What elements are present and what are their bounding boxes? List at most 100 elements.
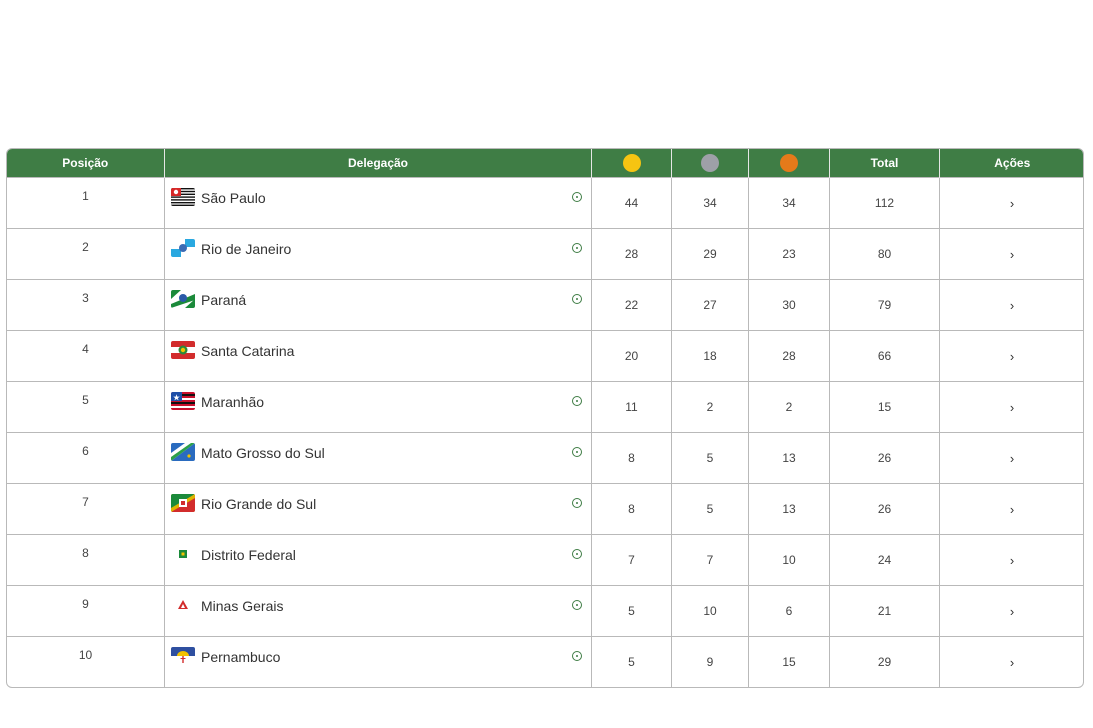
position-cell: 7	[7, 483, 165, 535]
silver-count: 10	[671, 585, 749, 637]
actions-cell[interactable]: ›	[939, 432, 1083, 484]
chevron-right-icon[interactable]: ›	[1009, 399, 1015, 415]
header-total[interactable]: Total	[829, 149, 940, 178]
chevron-right-icon[interactable]: ›	[1009, 501, 1015, 517]
table-row[interactable]: 8 Distrito Federal 7 7 10 24 ›	[7, 534, 1083, 586]
actions-cell[interactable]: ›	[939, 534, 1083, 586]
header-silver[interactable]	[671, 149, 749, 178]
table-row[interactable]: 2 Rio de Janeiro 28 29 23 80 ›	[7, 228, 1083, 280]
info-circle-icon[interactable]	[572, 294, 582, 304]
table-row[interactable]: 1 São Paulo 44 34 34 112 ›	[7, 177, 1083, 229]
total-count: 80	[829, 228, 940, 280]
position-cell: 9	[7, 585, 165, 637]
info-circle-icon[interactable]	[572, 396, 582, 406]
actions-cell[interactable]: ›	[939, 636, 1083, 687]
total-count: 29	[829, 636, 940, 687]
info-circle-icon[interactable]	[572, 549, 582, 559]
gold-count: 44	[591, 177, 672, 229]
position-cell: 5	[7, 381, 165, 433]
state-flag-icon	[171, 545, 195, 563]
delegation-name: Minas Gerais	[201, 598, 284, 614]
chevron-right-icon[interactable]: ›	[1009, 195, 1015, 211]
silver-count: 27	[671, 279, 749, 331]
delegation-name: Rio de Janeiro	[201, 241, 292, 257]
chevron-right-icon[interactable]: ›	[1009, 297, 1015, 313]
header-delegation[interactable]: Delegação	[164, 149, 592, 178]
gold-count: 20	[591, 330, 672, 382]
actions-cell[interactable]: ›	[939, 585, 1083, 637]
delegation-cell[interactable]: Mato Grosso do Sul	[164, 432, 592, 484]
delegation-name: Maranhão	[201, 394, 265, 410]
info-circle-icon[interactable]	[572, 243, 582, 253]
medal-table-container: Posição Delegação Total Ações 1 São Paulo…	[6, 148, 1084, 688]
info-circle-icon[interactable]	[572, 192, 582, 202]
table-row[interactable]: 4 Santa Catarina 20 18 28 66 ›	[7, 330, 1083, 382]
header-gold[interactable]	[591, 149, 672, 178]
info-circle-icon[interactable]	[572, 651, 582, 661]
bronze-count: 28	[748, 330, 830, 382]
table-row[interactable]: 9 Minas Gerais 5 10 6 21 ›	[7, 585, 1083, 637]
position-cell: 6	[7, 432, 165, 484]
table-row[interactable]: 3 Paraná 22 27 30 79 ›	[7, 279, 1083, 331]
table-row[interactable]: 6 Mato Grosso do Sul 8 5 13 26 ›	[7, 432, 1083, 484]
bronze-medal-icon	[780, 153, 798, 172]
delegation-cell[interactable]: Paraná	[164, 279, 592, 331]
actions-cell[interactable]: ›	[939, 228, 1083, 280]
table-row[interactable]: 5 Maranhão 11 2 2 15 ›	[7, 381, 1083, 433]
total-count: 26	[829, 432, 940, 484]
bronze-count: 13	[748, 483, 830, 535]
delegation-cell[interactable]: Rio Grande do Sul	[164, 483, 592, 535]
bronze-count: 34	[748, 177, 830, 229]
delegation-name: Mato Grosso do Sul	[201, 445, 325, 461]
delegation-name: São Paulo	[201, 190, 266, 206]
info-circle-icon[interactable]	[572, 600, 582, 610]
actions-cell[interactable]: ›	[939, 381, 1083, 433]
delegation-cell[interactable]: Santa Catarina	[164, 330, 592, 382]
silver-count: 2	[671, 381, 749, 433]
chevron-right-icon[interactable]: ›	[1009, 450, 1015, 466]
chevron-right-icon[interactable]: ›	[1009, 552, 1015, 568]
info-circle-icon[interactable]	[572, 498, 582, 508]
total-count: 24	[829, 534, 940, 586]
position-cell: 10	[7, 636, 165, 687]
state-flag-icon	[171, 392, 195, 410]
delegation-cell[interactable]: Maranhão	[164, 381, 592, 433]
header-actions: Ações	[939, 149, 1083, 178]
silver-count: 5	[671, 432, 749, 484]
chevron-right-icon[interactable]: ›	[1009, 654, 1015, 670]
gold-count: 8	[591, 432, 672, 484]
state-flag-icon	[171, 647, 195, 665]
chevron-right-icon[interactable]: ›	[1009, 246, 1015, 262]
table-row[interactable]: 10 Pernambuco 5 9 15 29 ›	[7, 636, 1083, 687]
total-count: 79	[829, 279, 940, 331]
gold-count: 8	[591, 483, 672, 535]
gold-medal-icon	[622, 153, 641, 172]
actions-cell[interactable]: ›	[939, 483, 1083, 535]
header-bronze[interactable]	[748, 149, 830, 178]
gold-count: 7	[591, 534, 672, 586]
delegation-name: Rio Grande do Sul	[201, 496, 317, 512]
delegation-cell[interactable]: Rio de Janeiro	[164, 228, 592, 280]
table-body: 1 São Paulo 44 34 34 112 › 2 Rio de Janeiro 28 29 2…	[7, 177, 1083, 687]
delegation-cell[interactable]: Distrito Federal	[164, 534, 592, 586]
delegation-name: Distrito Federal	[201, 547, 296, 563]
delegation-name: Paraná	[201, 292, 247, 308]
gold-count: 11	[591, 381, 672, 433]
position-cell: 2	[7, 228, 165, 280]
chevron-right-icon[interactable]: ›	[1009, 603, 1015, 619]
info-circle-icon[interactable]	[572, 447, 582, 457]
bronze-count: 23	[748, 228, 830, 280]
delegation-cell[interactable]: São Paulo	[164, 177, 592, 229]
actions-cell[interactable]: ›	[939, 279, 1083, 331]
table-row[interactable]: 7 Rio Grande do Sul 8 5 13 26 ›	[7, 483, 1083, 535]
silver-count: 18	[671, 330, 749, 382]
position-cell: 8	[7, 534, 165, 586]
header-position[interactable]: Posição	[7, 149, 165, 178]
silver-count: 7	[671, 534, 749, 586]
delegation-cell[interactable]: Minas Gerais	[164, 585, 592, 637]
delegation-cell[interactable]: Pernambuco	[164, 636, 592, 687]
silver-count: 9	[671, 636, 749, 687]
actions-cell[interactable]: ›	[939, 177, 1083, 229]
actions-cell[interactable]: ›	[939, 330, 1083, 382]
chevron-right-icon[interactable]: ›	[1009, 348, 1015, 364]
